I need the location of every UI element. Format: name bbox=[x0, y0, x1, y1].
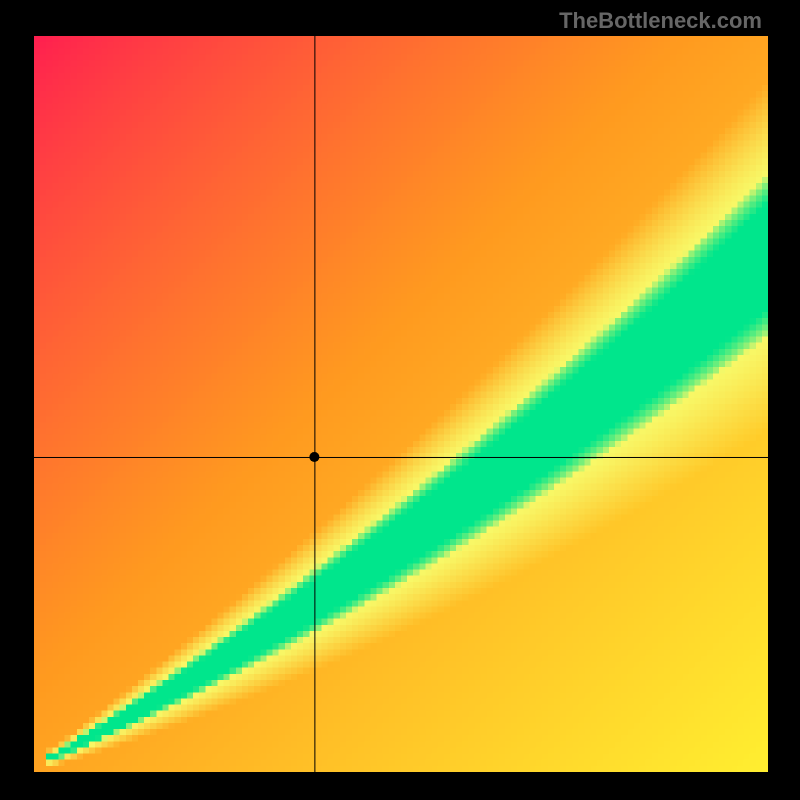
watermark-text: TheBottleneck.com bbox=[559, 8, 762, 34]
heatmap-plot bbox=[34, 36, 768, 772]
chart-container: TheBottleneck.com bbox=[0, 0, 800, 800]
crosshair-overlay bbox=[34, 36, 768, 772]
